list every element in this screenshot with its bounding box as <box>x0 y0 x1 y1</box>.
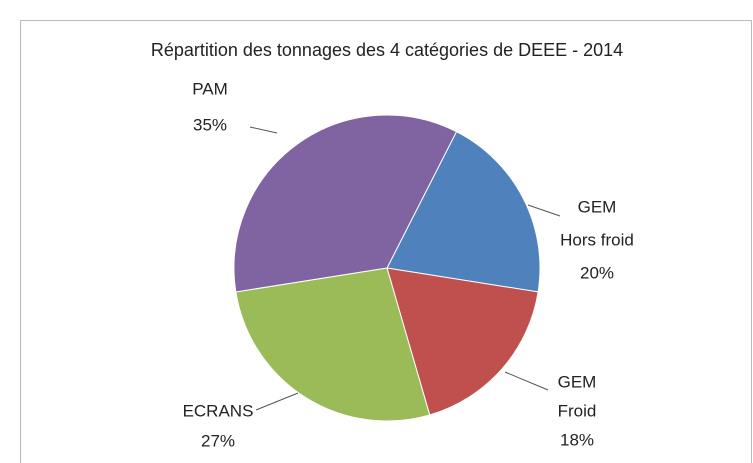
slice-label: Froid <box>558 401 597 420</box>
slice-label: GEM <box>578 197 617 216</box>
slice-label: PAM <box>192 79 228 98</box>
slice-label: Hors froid <box>560 230 634 249</box>
slice-value-label: 20% <box>580 263 614 282</box>
slice-label: GEM <box>558 372 597 391</box>
pie-slice <box>235 267 431 422</box>
leader-line <box>504 371 549 391</box>
pie-slice <box>233 114 458 293</box>
slice-value-label: 35% <box>193 115 227 134</box>
chart-title: Répartition des tonnages des 4 catégorie… <box>151 40 623 60</box>
leader-line <box>249 126 278 134</box>
slice-value-label: 27% <box>201 431 235 450</box>
pie-slice <box>386 131 541 293</box>
pie-slice <box>386 267 539 416</box>
leader-line <box>527 204 561 217</box>
leader-line <box>255 392 299 411</box>
slice-label: ECRANS <box>183 401 254 420</box>
slice-value-label: 18% <box>560 430 594 449</box>
